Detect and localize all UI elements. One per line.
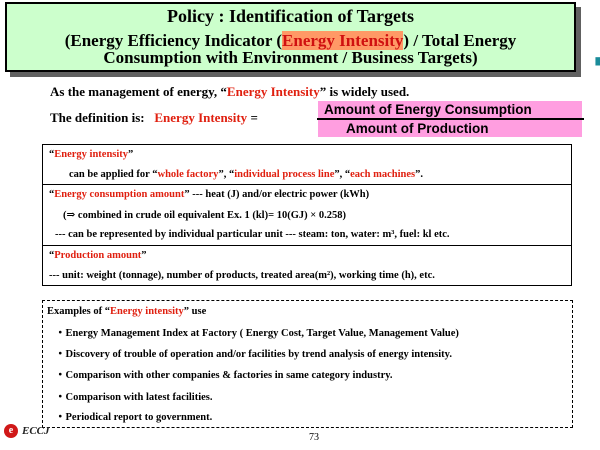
example-item: ・Periodical report to government. <box>55 412 213 423</box>
title-banner: Policy : Identification of Targets (Ener… <box>5 2 576 72</box>
quote-close: ” <box>128 149 134 160</box>
example-item: ・Energy Management Index at Factory ( En… <box>55 328 459 339</box>
examples-prefix: Examples of “ <box>47 306 110 317</box>
box2-heading: “Energy consumption amount” --- heat (J)… <box>49 189 369 200</box>
box3-heading: “Production amount” <box>49 250 147 261</box>
box3-body: --- unit: weight (tonnage), number of pr… <box>49 270 435 281</box>
energy-consumption-box: “Energy consumption amount” --- heat (J)… <box>42 184 572 246</box>
box2-line2: (⇒ combined in crude oil equivalent Ex. … <box>63 210 346 221</box>
box1-term: Energy intensity <box>54 149 129 160</box>
quote-close: ” <box>141 250 147 261</box>
example-item: ・Discovery of trouble of operation and/o… <box>55 349 452 360</box>
quote-open: “ <box>49 250 55 261</box>
examples-suffix: ” use <box>183 306 207 317</box>
box3-term: Production amount <box>54 250 142 261</box>
subtitle-highlight: Energy Intensity <box>282 31 404 50</box>
page-number: 73 <box>309 432 319 443</box>
eccj-logo-text: ECCJ <box>22 425 50 437</box>
quote-open: “ <box>49 189 55 200</box>
box2-heading-rest: ” --- heat (J) and/or electric power (kW… <box>184 189 370 200</box>
subtitle-suffix: ) / Total Energy <box>403 31 517 50</box>
box1-item-machines: each machines <box>350 169 416 180</box>
energy-intensity-box: “Energy intensity” can be applied for “w… <box>42 144 572 185</box>
intro-term: Energy Intensity <box>226 84 320 99</box>
definition-prefix: The definition is: <box>50 110 145 125</box>
box1-item-whole-factory: whole factory <box>157 169 219 180</box>
definition-line: The definition is: Energy Intensity = <box>50 110 258 126</box>
box1-sep2: ”, “ <box>334 169 351 180</box>
box2-line3: --- can be represented by individual par… <box>55 229 450 240</box>
definition-term: Energy Intensity <box>154 110 248 125</box>
fraction-bar <box>317 118 584 120</box>
subtitle-prefix: (Energy Efficiency Indicator ( <box>64 31 283 50</box>
example-item: ・Comparison with other companies & facto… <box>55 370 393 381</box>
slide-title: Policy : Identification of Targets <box>167 6 414 26</box>
definition-equals: = <box>250 110 258 125</box>
slide-subtitle: (Energy Efficiency Indicator (Energy Int… <box>7 31 574 67</box>
examples-box: Examples of “Energy intensity” use ・Ener… <box>42 300 573 428</box>
box1-item-process-line: individual process line <box>234 169 335 180</box>
subtitle-line3: Consumption with Environment / Business … <box>103 48 478 67</box>
box1-heading: “Energy intensity” <box>49 149 133 160</box>
quote-open: “ <box>49 149 55 160</box>
box1-body: can be applied for “whole factory”, “ind… <box>69 169 423 180</box>
examples-heading: Examples of “Energy intensity” use <box>47 306 206 317</box>
fraction-denominator: Amount of Production <box>318 120 582 137</box>
box2-term: Energy consumption amount <box>54 189 185 200</box>
box1-suffix: ”. <box>415 169 424 180</box>
box1-prefix: can be applied for “ <box>69 169 158 180</box>
intro-suffix: ” is widely used. <box>319 84 410 99</box>
fraction-numerator: Amount of Energy Consumption <box>318 101 582 118</box>
side-decoration-icon: ▗ <box>590 51 600 66</box>
intro-prefix: As the management of energy, “ <box>50 84 227 99</box>
examples-term: Energy intensity <box>110 306 184 317</box>
intro-line: As the management of energy, “Energy Int… <box>50 84 409 100</box>
production-amount-box: “Production amount” --- unit: weight (to… <box>42 245 572 286</box>
box1-sep1: ”, “ <box>218 169 235 180</box>
example-item: ・Comparison with latest facilities. <box>55 392 213 403</box>
eccj-logo-icon: e <box>4 424 18 438</box>
